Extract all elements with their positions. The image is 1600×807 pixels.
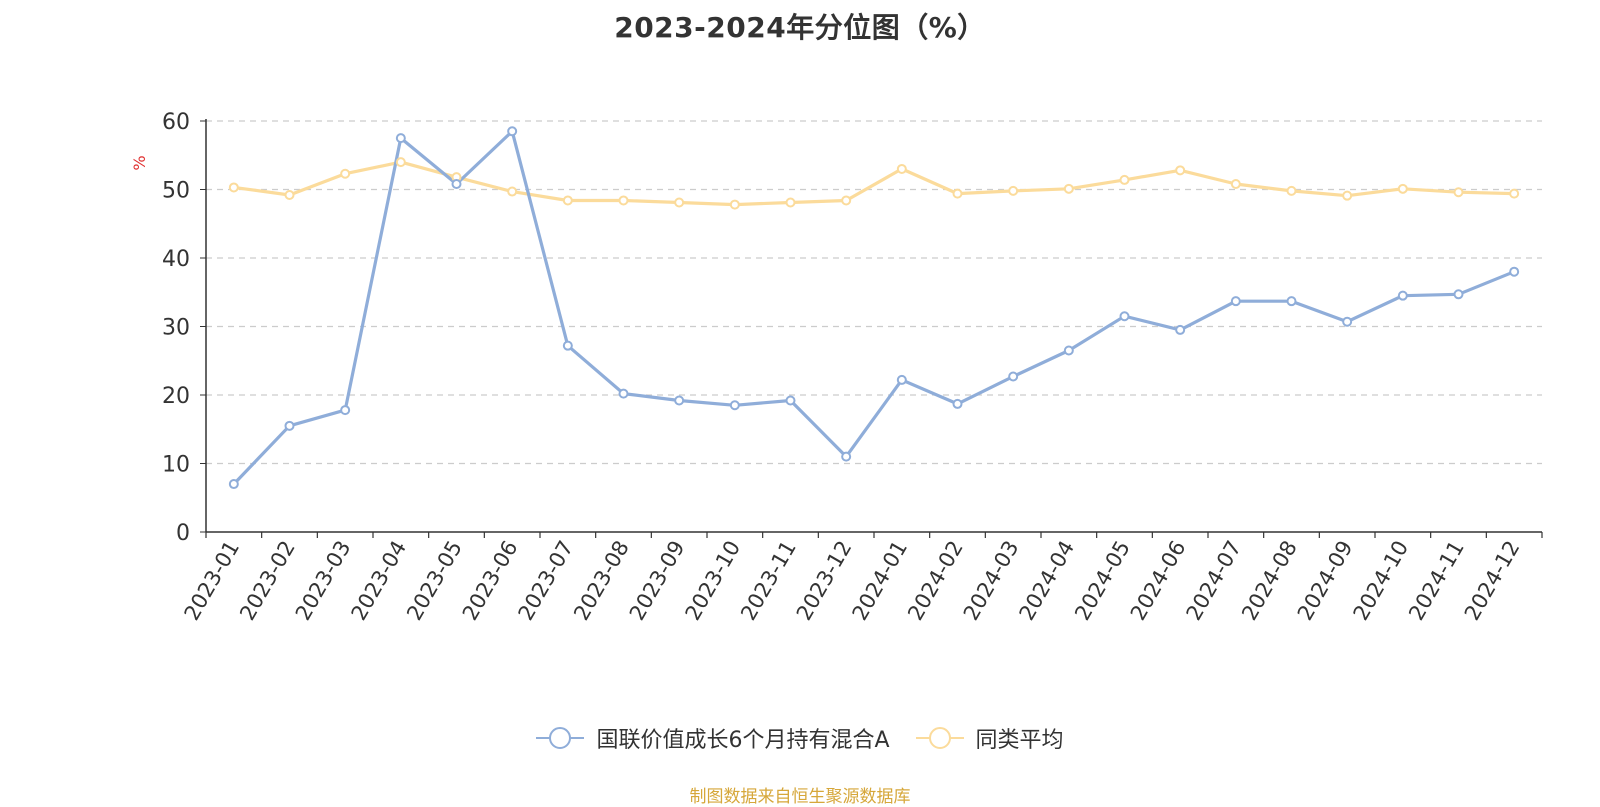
x-tick-label: 2023-01 — [180, 537, 245, 625]
legend-label-fund: 国联价值成长6个月持有混合A — [596, 728, 890, 753]
data-point-average[interactable] — [1397, 183, 1408, 194]
x-tick-label: 2023-02 — [235, 537, 300, 625]
legend-marker-fund-icon — [536, 727, 585, 749]
x-tick-label: 2024-02 — [903, 537, 968, 625]
data-point-average[interactable] — [729, 199, 740, 210]
x-tick-label: 2024-10 — [1349, 537, 1414, 625]
legend-marker-average-icon — [915, 727, 964, 749]
y-tick-label: 0 — [176, 521, 190, 546]
x-tick-label: 2023-08 — [569, 537, 634, 625]
axes: 01020304050602023-012023-022023-032023-0… — [162, 110, 1543, 625]
x-tick-label: 2024-12 — [1460, 537, 1525, 625]
x-tick-label: 2023-03 — [291, 537, 356, 625]
y-tick-label: 60 — [162, 110, 190, 135]
data-point-average[interactable] — [1509, 188, 1520, 199]
y-tick-label: 20 — [162, 384, 190, 409]
data-point-average[interactable] — [841, 195, 852, 206]
x-tick-label: 2024-08 — [1237, 537, 1302, 625]
y-tick-label: 50 — [162, 179, 190, 204]
data-point-fund[interactable] — [1008, 371, 1019, 382]
x-tick-label: 2024-03 — [959, 537, 1024, 625]
x-tick-label: 2024-05 — [1070, 537, 1135, 625]
data-point-average[interactable] — [1063, 183, 1074, 194]
x-tick-label: 2023-06 — [458, 537, 523, 625]
legend-item-fund[interactable]: 国联价值成长6个月持有混合A — [536, 722, 890, 754]
data-point-average[interactable] — [785, 197, 796, 208]
x-tick-label: 2024-01 — [848, 537, 913, 625]
x-tick-label: 2023-11 — [736, 537, 801, 625]
data-point-fund[interactable] — [674, 395, 685, 406]
data-point-fund[interactable] — [1175, 324, 1186, 335]
x-tick-label: 2024-11 — [1404, 537, 1469, 625]
data-point-average[interactable] — [1230, 179, 1241, 190]
data-point-average[interactable] — [1342, 190, 1353, 201]
data-point-average[interactable] — [952, 188, 963, 199]
data-point-fund[interactable] — [1509, 266, 1520, 277]
data-point-fund[interactable] — [1063, 345, 1074, 356]
data-point-fund[interactable] — [1230, 296, 1241, 307]
data-point-fund[interactable] — [1119, 311, 1130, 322]
data-point-average[interactable] — [674, 197, 685, 208]
data-point-fund[interactable] — [952, 398, 963, 409]
data-point-average[interactable] — [1119, 174, 1130, 185]
legend: 国联价值成长6个月持有混合A 同类平均 — [0, 722, 1600, 754]
data-point-fund[interactable] — [1453, 289, 1464, 300]
x-tick-label: 2023-05 — [402, 537, 467, 625]
y-tick-label: 40 — [162, 247, 190, 272]
data-point-average[interactable] — [340, 168, 351, 179]
x-tick-label: 2024-07 — [1182, 537, 1247, 625]
data-point-fund[interactable] — [896, 374, 907, 385]
data-point-average[interactable] — [395, 157, 406, 168]
x-tick-label: 2024-04 — [1015, 537, 1080, 625]
series-line-fund — [232, 129, 1516, 486]
x-tick-label: 2023-04 — [347, 537, 412, 625]
data-point-fund[interactable] — [1342, 316, 1353, 327]
data-point-average[interactable] — [1453, 187, 1464, 198]
data-point-fund[interactable] — [562, 340, 573, 351]
data-point-fund[interactable] — [284, 420, 295, 431]
data-point-fund[interactable] — [1286, 296, 1297, 307]
data-point-fund[interactable] — [228, 479, 239, 490]
source-note: 制图数据来自恒生聚源数据库 — [689, 787, 911, 807]
y-tick-label: 30 — [162, 316, 190, 341]
x-tick-label: 2023-09 — [625, 537, 690, 625]
data-point-average[interactable] — [507, 186, 518, 197]
series-line-average — [232, 160, 1516, 207]
legend-item-average[interactable]: 同类平均 — [915, 722, 1064, 754]
data-point-fund[interactable] — [507, 126, 518, 137]
x-tick-label: 2024-06 — [1126, 537, 1191, 625]
x-tick-label: 2024-09 — [1293, 537, 1358, 625]
x-tick-label: 2023-12 — [792, 537, 857, 625]
data-point-fund[interactable] — [340, 405, 351, 416]
data-point-average[interactable] — [284, 189, 295, 200]
chart-title: 2023-2024年分位图（%） — [614, 11, 986, 44]
data-point-average[interactable] — [1286, 185, 1297, 196]
x-tick-label: 2023-07 — [514, 537, 579, 625]
data-point-fund[interactable] — [395, 133, 406, 144]
data-point-average[interactable] — [1008, 185, 1019, 196]
data-points — [228, 126, 1520, 490]
data-point-average[interactable] — [228, 182, 239, 193]
grid-lines — [206, 120, 1542, 465]
data-point-average[interactable] — [896, 163, 907, 174]
x-tick-label: 2023-10 — [681, 537, 746, 625]
legend-label-average: 同类平均 — [975, 728, 1064, 753]
data-point-fund[interactable] — [841, 451, 852, 462]
data-point-fund[interactable] — [618, 388, 629, 399]
series-lines — [232, 129, 1516, 486]
data-point-average[interactable] — [562, 195, 573, 206]
y-tick-label: 10 — [162, 453, 190, 478]
data-point-fund[interactable] — [729, 400, 740, 411]
data-point-fund[interactable] — [451, 179, 462, 190]
y-axis-label: % — [130, 155, 149, 170]
data-point-fund[interactable] — [1397, 290, 1408, 301]
data-point-average[interactable] — [618, 195, 629, 206]
data-point-fund[interactable] — [785, 395, 796, 406]
data-point-average[interactable] — [1175, 165, 1186, 176]
